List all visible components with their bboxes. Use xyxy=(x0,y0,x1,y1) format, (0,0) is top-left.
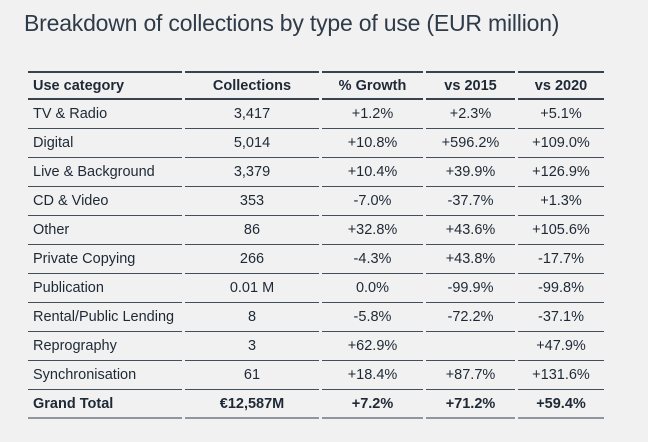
cell-growth: +62.9% xyxy=(322,332,423,361)
cell-collections: 0.01 M xyxy=(185,274,319,303)
cell-collections: 86 xyxy=(185,216,319,245)
cell-vs-2015: +596.2% xyxy=(426,129,515,158)
table-row-rental-public-lending: Rental/Public Lending 8 -5.8% -72.2% -37… xyxy=(28,303,604,332)
cell-growth: +1.2% xyxy=(322,100,423,129)
cell-vs-2020: +1.3% xyxy=(518,187,604,216)
cell-growth: +7.2% xyxy=(322,390,423,419)
cell-vs-2020: -99.8% xyxy=(518,274,604,303)
cell-collections: 3,379 xyxy=(185,158,319,187)
cell-vs-2015: -72.2% xyxy=(426,303,515,332)
cell-use-category: Live & Background xyxy=(28,158,182,187)
cell-collections: 5,014 xyxy=(185,129,319,158)
table-row-synchronisation: Synchronisation 61 +18.4% +87.7% +131.6% xyxy=(28,361,604,390)
table-row-live-background: Live & Background 3,379 +10.4% +39.9% +1… xyxy=(28,158,604,187)
page-title: Breakdown of collections by type of use … xyxy=(24,10,560,36)
cell-vs-2020: +126.9% xyxy=(518,158,604,187)
table-row-reprography: Reprography 3 +62.9% +47.9% xyxy=(28,332,604,361)
table-row-publication: Publication 0.01 M 0.0% -99.9% -99.8% xyxy=(28,274,604,303)
cell-collections: 3 xyxy=(185,332,319,361)
cell-vs-2015: -37.7% xyxy=(426,187,515,216)
cell-vs-2020: +131.6% xyxy=(518,361,604,390)
table-row-cd-video: CD & Video 353 -7.0% -37.7% +1.3% xyxy=(28,187,604,216)
table-row-grand-total: Grand Total €12,587M +7.2% +71.2% +59.4% xyxy=(28,390,604,419)
cell-growth: -5.8% xyxy=(322,303,423,332)
cell-vs-2015: +43.8% xyxy=(426,245,515,274)
cell-use-category: Private Copying xyxy=(28,245,182,274)
cell-use-category: Other xyxy=(28,216,182,245)
cell-vs-2015: +87.7% xyxy=(426,361,515,390)
cell-growth: -7.0% xyxy=(322,187,423,216)
cell-growth: +32.8% xyxy=(322,216,423,245)
cell-collections: 266 xyxy=(185,245,319,274)
cell-vs-2015: +71.2% xyxy=(426,390,515,419)
cell-growth: 0.0% xyxy=(322,274,423,303)
column-header-growth: % Growth xyxy=(322,71,423,100)
cell-use-category: Grand Total xyxy=(28,390,182,419)
cell-vs-2020: +105.6% xyxy=(518,216,604,245)
column-header-collections: Collections xyxy=(185,71,319,100)
cell-use-category: Reprography xyxy=(28,332,182,361)
cell-vs-2015: +39.9% xyxy=(426,158,515,187)
cell-vs-2020: +109.0% xyxy=(518,129,604,158)
cell-vs-2020: -17.7% xyxy=(518,245,604,274)
cell-growth: -4.3% xyxy=(322,245,423,274)
cell-use-category: CD & Video xyxy=(28,187,182,216)
cell-use-category: Rental/Public Lending xyxy=(28,303,182,332)
cell-use-category: Publication xyxy=(28,274,182,303)
cell-collections: €12,587M xyxy=(185,390,319,419)
cell-vs-2015: -99.9% xyxy=(426,274,515,303)
table-row-other: Other 86 +32.8% +43.6% +105.6% xyxy=(28,216,604,245)
cell-collections: 61 xyxy=(185,361,319,390)
cell-vs-2020: +5.1% xyxy=(518,100,604,129)
cell-vs-2015: +43.6% xyxy=(426,216,515,245)
cell-vs-2020: -37.1% xyxy=(518,303,604,332)
cell-growth: +10.4% xyxy=(322,158,423,187)
cell-collections: 353 xyxy=(185,187,319,216)
cell-use-category: TV & Radio xyxy=(28,100,182,129)
cell-growth: +18.4% xyxy=(322,361,423,390)
cell-vs-2015: +2.3% xyxy=(426,100,515,129)
cell-collections: 3,417 xyxy=(185,100,319,129)
cell-collections: 8 xyxy=(185,303,319,332)
table-row-private-copying: Private Copying 266 -4.3% +43.8% -17.7% xyxy=(28,245,604,274)
cell-use-category: Digital xyxy=(28,129,182,158)
column-header-use-category: Use category xyxy=(28,71,182,100)
column-header-vs-2020: vs 2020 xyxy=(518,71,604,100)
cell-use-category: Synchronisation xyxy=(28,361,182,390)
collections-table: Use category Collections % Growth vs 201… xyxy=(25,71,607,419)
cell-vs-2020: +47.9% xyxy=(518,332,604,361)
cell-vs-2020: +59.4% xyxy=(518,390,604,419)
column-header-vs-2015: vs 2015 xyxy=(426,71,515,100)
table-row-digital: Digital 5,014 +10.8% +596.2% +109.0% xyxy=(28,129,604,158)
table-header-row: Use category Collections % Growth vs 201… xyxy=(28,71,604,100)
cell-growth: +10.8% xyxy=(322,129,423,158)
cell-vs-2015 xyxy=(426,332,515,361)
table-row-tv-radio: TV & Radio 3,417 +1.2% +2.3% +5.1% xyxy=(28,100,604,129)
